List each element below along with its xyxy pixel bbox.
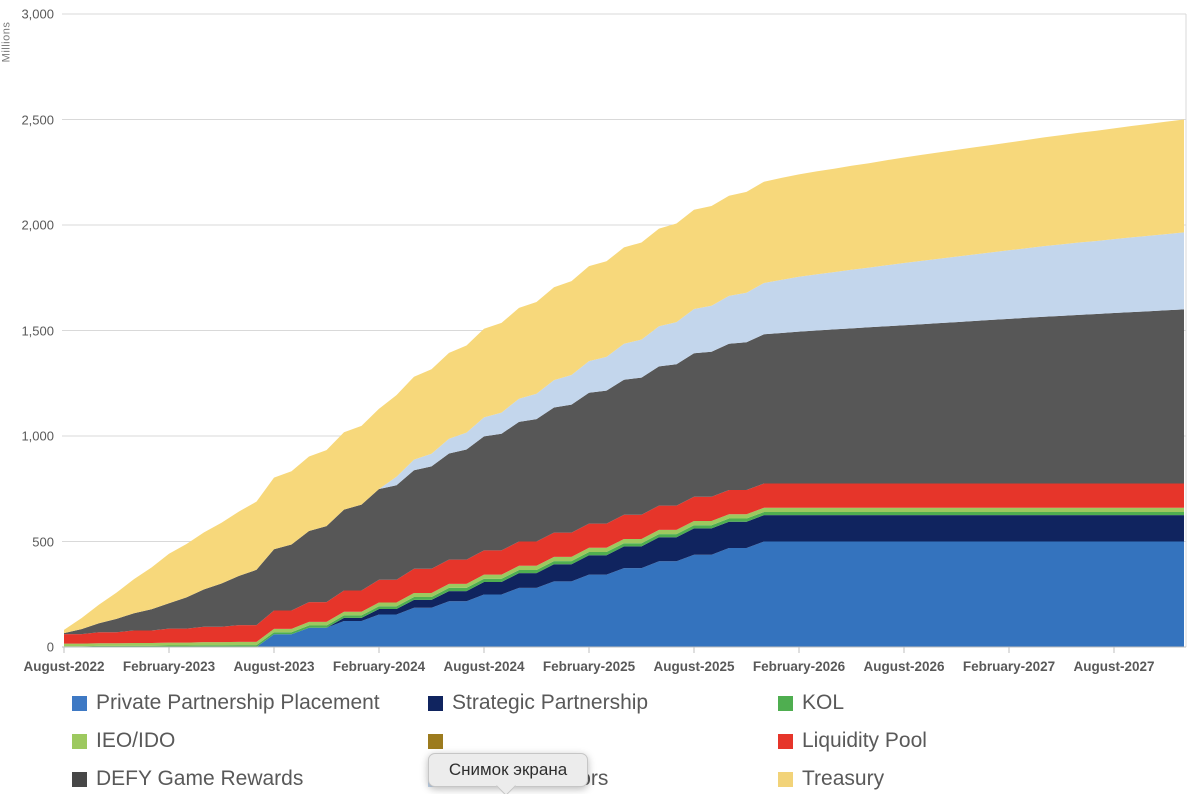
legend-label: KOL <box>802 691 845 714</box>
legend-swatch-icon <box>428 695 443 711</box>
legend-label: IEO/IDO <box>96 729 176 752</box>
tooltip-text: Снимок экрана <box>448 760 568 779</box>
legend-item-unlabeled <box>428 728 452 754</box>
legend-swatch-icon <box>428 733 443 749</box>
x-axis-tick-label: August-2025 <box>653 659 735 674</box>
y-axis-tick-label: 500 <box>32 534 54 549</box>
legend-label: Treasury <box>802 767 885 790</box>
legend-swatch-icon <box>72 771 87 787</box>
x-axis-tick-label: August-2022 <box>23 659 105 674</box>
screenshot-tooltip[interactable]: Снимок экрана <box>428 753 588 794</box>
legend-label: Private Partnership Placement <box>96 691 380 714</box>
x-axis-tick-label: August-2027 <box>1073 659 1155 674</box>
legend-swatch-icon <box>778 733 793 749</box>
x-axis-tick-label: February-2023 <box>122 659 216 674</box>
x-axis-tick-label: August-2026 <box>863 659 945 674</box>
x-axis-tick-label: February-2024 <box>332 659 426 674</box>
legend-item-private-partnership-placement: Private Partnership Placement <box>72 690 380 716</box>
x-axis-tick-label: August-2023 <box>233 659 315 674</box>
x-axis-tick-label: February-2026 <box>752 659 846 674</box>
x-axis-tick-label: February-2027 <box>962 659 1056 674</box>
legend-label: DEFY Game Rewards <box>96 767 304 790</box>
legend-swatch-icon <box>778 695 793 711</box>
legend-label: Liquidity Pool <box>802 729 927 752</box>
y-axis-tick-label: 1,500 <box>21 323 54 338</box>
y-axis-tick-label: 2,000 <box>21 217 54 233</box>
legend-swatch-icon <box>72 733 87 749</box>
legend-item-liquidity-pool: Liquidity Pool <box>778 728 927 754</box>
x-axis-tick-label: August-2024 <box>443 659 525 674</box>
y-axis-tick-label: 3,000 <box>21 6 54 22</box>
y-axis-unit-label: Millions <box>0 21 13 63</box>
y-axis-tick-label: 2,500 <box>21 112 54 127</box>
legend-swatch-icon <box>72 695 87 711</box>
legend-item-ieo-ido: IEO/IDO <box>72 728 175 754</box>
y-axis-tick-label: 0 <box>46 639 54 655</box>
legend-item-treasury: Treasury <box>778 766 884 792</box>
legend-item-defy-game-rewards: DEFY Game Rewards <box>72 766 303 792</box>
y-axis-tick-label: 1,000 <box>21 428 54 444</box>
legend-swatch-icon <box>778 771 793 787</box>
legend-item-strategic-partnership: Strategic Partnership <box>428 690 648 716</box>
legend-label: Strategic Partnership <box>452 691 649 714</box>
x-axis-tick-label: February-2025 <box>542 659 636 674</box>
legend-item-kol: KOL <box>778 690 844 716</box>
